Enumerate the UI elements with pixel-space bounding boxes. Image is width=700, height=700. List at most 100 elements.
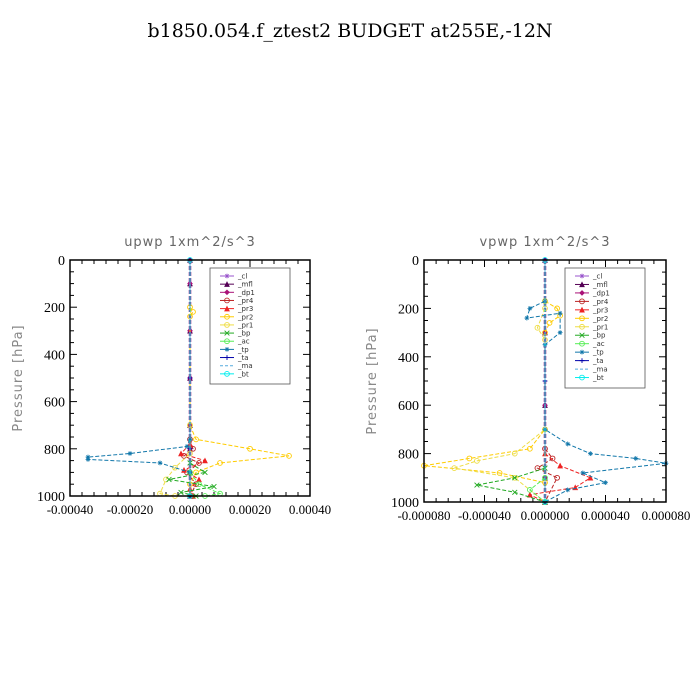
- x-tick-label: -0.00020: [107, 502, 154, 517]
- legend-label: _bp: [592, 332, 606, 340]
- data-point: [565, 487, 571, 493]
- series-line: [189, 306, 290, 496]
- data-point: [196, 476, 202, 483]
- data-point: [527, 445, 533, 452]
- legend-marker: [579, 281, 585, 288]
- y-tick-label: 400: [398, 351, 419, 366]
- y-axis-label: Pressure [hPa]: [365, 327, 380, 434]
- legend-label: _ma: [237, 362, 253, 370]
- y-tick-label: 1000: [391, 496, 419, 511]
- legend-marker: [224, 338, 230, 345]
- data-point: [202, 457, 208, 464]
- legend-marker: [579, 273, 585, 279]
- data-point: [587, 451, 593, 456]
- series-pr2: [421, 298, 563, 505]
- legend-marker: [579, 290, 585, 296]
- x-tick-label: 0.000080: [642, 508, 691, 523]
- legend: _cl_mfl_dp1_pr4_pr3_pr2_pr1_bp_ac_tp_ta_…: [564, 267, 646, 389]
- plot-panel-0: upwp 1xm^2/s^3 Pressure [hPa] 0 200 400 600 80…: [11, 235, 331, 517]
- series-pr3: [526, 450, 594, 505]
- data-point: [527, 306, 533, 311]
- series-line: [168, 462, 215, 497]
- x-tick-label: 0.000000: [521, 508, 570, 523]
- legend-label: _pr1: [592, 323, 608, 331]
- legend-marker: [579, 298, 585, 305]
- data-point: [534, 324, 541, 331]
- data-point: [247, 445, 253, 452]
- data-point: [184, 444, 190, 449]
- data-point: [85, 457, 91, 462]
- legend-label: _pr3: [592, 306, 608, 314]
- y-tick-label: 600: [44, 396, 65, 411]
- legend-box: [209, 267, 291, 385]
- legend-box: [564, 267, 646, 389]
- data-point: [512, 489, 518, 496]
- legend-label: _bt: [237, 370, 249, 378]
- legend-marker: [579, 358, 585, 364]
- data-point: [166, 476, 172, 483]
- plot-title: upwp 1xm^2/s^3: [124, 235, 256, 250]
- legend-marker: [224, 289, 230, 296]
- plot-title: vpwp 1xm^2/s^3: [479, 235, 610, 250]
- data-point: [157, 460, 163, 466]
- data-point: [603, 480, 608, 486]
- data-point: [286, 453, 292, 459]
- legend-marker: [579, 374, 585, 381]
- data-point: [193, 436, 199, 443]
- series-line: [423, 300, 561, 502]
- data-point: [526, 491, 533, 498]
- y-tick-label: 600: [398, 399, 419, 414]
- y-tick-label: 800: [398, 448, 419, 463]
- data-point: [211, 483, 217, 490]
- data-point: [178, 450, 184, 457]
- legend-label: _dp1: [592, 289, 610, 297]
- series-line: [536, 448, 558, 503]
- data-point: [193, 469, 199, 476]
- legend-label: _ac: [592, 340, 605, 348]
- legend-label: _cl: [592, 273, 602, 281]
- data-point: [554, 305, 560, 312]
- data-point: [580, 470, 586, 476]
- series-line: [454, 308, 546, 503]
- y-tick-label: 400: [44, 348, 65, 363]
- data-point: [127, 451, 133, 456]
- series-bp: [166, 460, 217, 499]
- legend-marker: [579, 306, 585, 313]
- series-line: [159, 425, 191, 497]
- data-point: [511, 450, 518, 457]
- legend-marker: [224, 281, 230, 287]
- legend-label: _ma: [592, 366, 608, 374]
- legend-label: _tp: [592, 349, 604, 357]
- legend-marker: [579, 315, 585, 322]
- legend-marker: [224, 370, 230, 377]
- legend-label: _pr1: [237, 321, 253, 329]
- series-tp: [85, 436, 193, 499]
- data-point: [190, 309, 196, 315]
- data-point: [524, 315, 530, 321]
- legend-label: _tp: [237, 346, 249, 354]
- legend-label: _ta: [592, 357, 604, 365]
- data-point: [557, 330, 563, 335]
- data-point: [565, 441, 571, 447]
- y-tick-label: 200: [44, 301, 65, 316]
- legend-label: _pr2: [237, 313, 253, 321]
- data-point: [557, 310, 563, 316]
- data-point: [549, 455, 556, 462]
- x-tick-label: 0.00020: [229, 502, 271, 517]
- legend-marker: [224, 346, 230, 352]
- y-tick-label: 1000: [37, 490, 65, 505]
- plot-panel-1: vpwp 1xm^2/s^3 Pressure [hPa] 0 200 400 600 80…: [365, 235, 690, 523]
- x-tick-label: 0.000040: [581, 508, 630, 523]
- x-tick-label: -0.00040: [47, 502, 94, 517]
- legend-marker: [224, 322, 230, 328]
- legend-label: _bp: [237, 330, 251, 338]
- legend-label: _bt: [592, 374, 604, 382]
- data-point: [512, 475, 518, 481]
- legend: _cl_mfl_dp1_pr4_pr3_pr2_pr1_bp_ac_tp_ta_…: [209, 267, 291, 385]
- series-pr1: [451, 305, 548, 505]
- series-line: [189, 472, 222, 497]
- data-point: [557, 462, 564, 469]
- plot-frame: [423, 259, 667, 503]
